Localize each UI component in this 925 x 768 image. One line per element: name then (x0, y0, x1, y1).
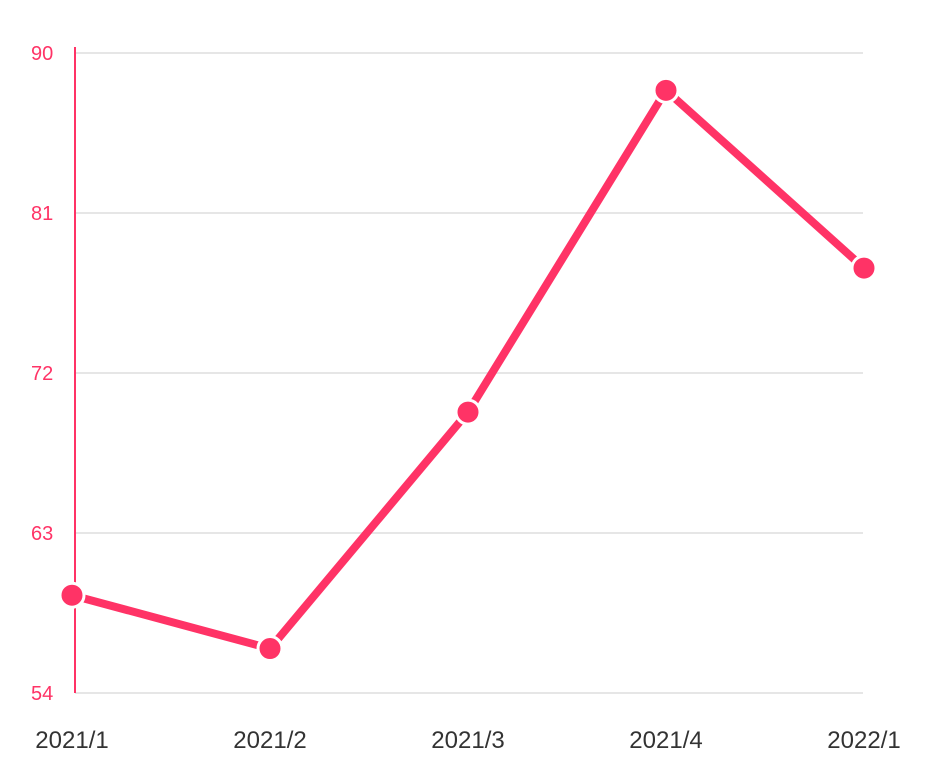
x-tick-label: 2021/1 (35, 727, 108, 754)
points-layer (58, 76, 878, 663)
grid-layer (75, 52, 863, 694)
labels-layer: 90 81 72 63 54 2021/1 2021/2 2021/3 2021/4 2022/1 (31, 43, 901, 754)
y-tick-label: 63 (31, 523, 53, 545)
data-point (58, 581, 86, 609)
x-tick-label: 2022/1 (827, 727, 900, 754)
y-tick-label: 81 (31, 203, 53, 225)
x-tick-label: 2021/4 (629, 727, 702, 754)
x-tick-label: 2021/3 (431, 727, 504, 754)
data-point (454, 398, 482, 426)
data-point (850, 254, 878, 282)
y-tick-label: 72 (31, 363, 53, 385)
y-tick-label: 90 (31, 43, 53, 65)
x-tick-label: 2021/2 (233, 727, 306, 754)
series-layer (68, 86, 868, 653)
series-line (68, 86, 868, 653)
y-tick-label: 54 (31, 683, 53, 705)
data-point (652, 76, 680, 104)
data-point (256, 635, 284, 663)
